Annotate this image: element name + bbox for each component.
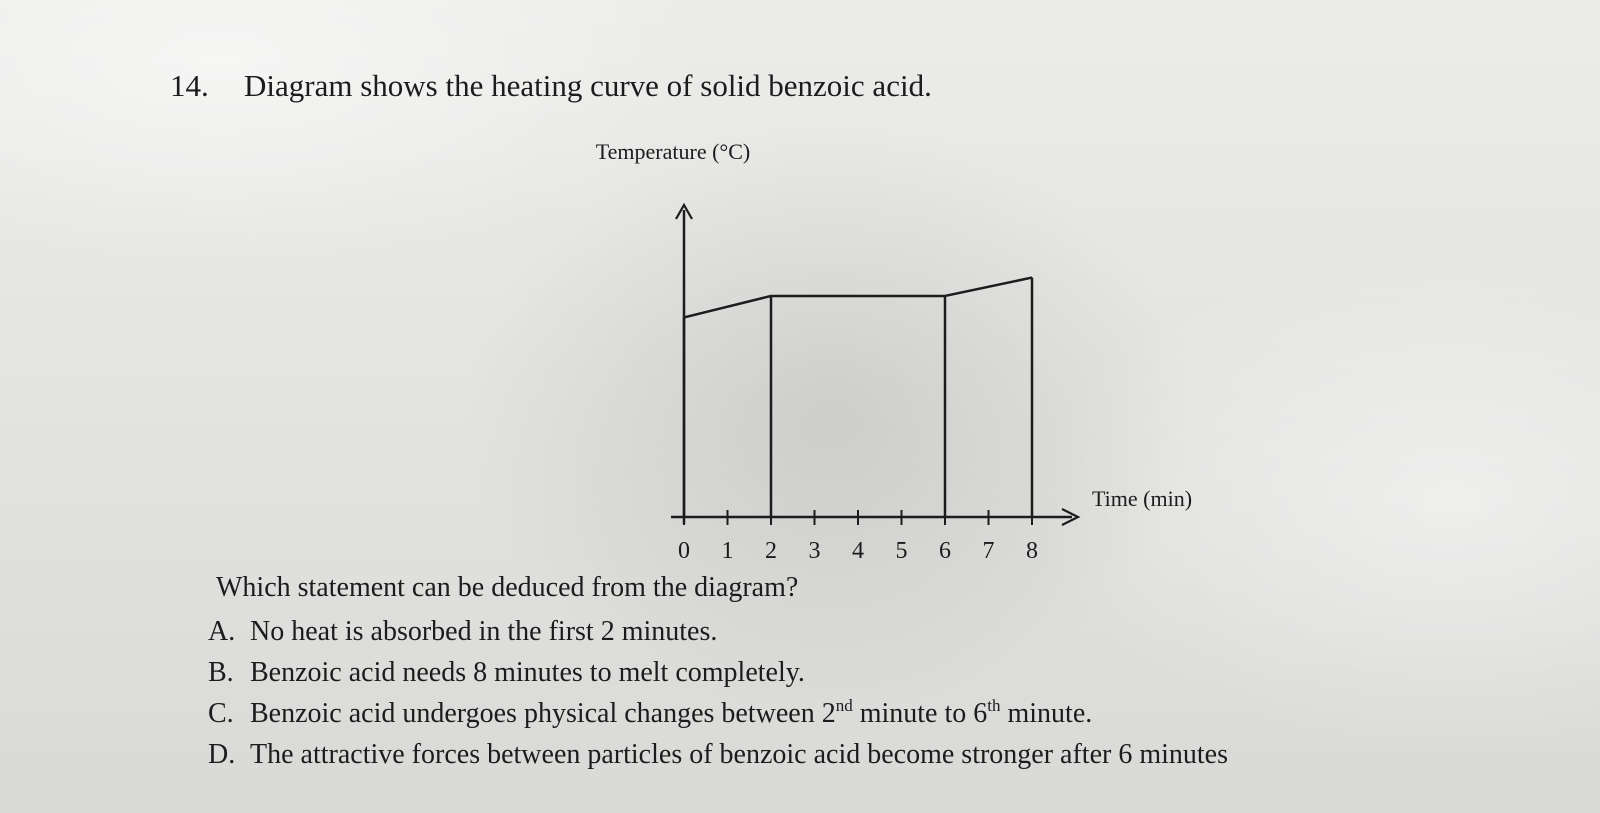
x-axis-label: Time (min) xyxy=(1092,486,1192,511)
superscript-th: th xyxy=(987,696,1001,715)
option-text-part: minute. xyxy=(1000,698,1093,729)
x-tick-label: 0 xyxy=(678,538,690,564)
question-text: Diagram shows the heating curve of solid… xyxy=(244,68,932,103)
vertical-markers xyxy=(682,277,1034,517)
option-b[interactable]: B. Benzoic acid needs 8 minutes to melt c… xyxy=(208,652,1228,693)
heating-curve-line xyxy=(683,276,1033,319)
option-text-part: minute to 6 xyxy=(852,698,988,729)
y-axis-label: Temperature (°C) xyxy=(596,139,750,164)
x-tick-label: 2 xyxy=(765,538,777,564)
x-tick-labels: 0 1 2 3 4 5 6 7 8 xyxy=(678,538,1038,564)
option-a[interactable]: A. No heat is absorbed in the first 2 min… xyxy=(208,611,1228,652)
x-tick-label: 7 xyxy=(983,538,995,564)
option-letter: B. xyxy=(208,657,234,688)
x-tick-label: 1 xyxy=(722,538,734,564)
x-tick-label: 3 xyxy=(809,538,821,564)
question-number: 14. xyxy=(170,68,209,103)
option-letter: D. xyxy=(208,739,236,770)
answer-options: A. No heat is absorbed in the first 2 min… xyxy=(208,611,1228,775)
x-tick-label: 8 xyxy=(1026,538,1038,564)
option-d[interactable]: D. The attractive forces between particle… xyxy=(208,734,1228,775)
x-tick-label: 4 xyxy=(852,538,864,564)
option-text-part: Benzoic acid undergoes physical changes … xyxy=(250,698,836,729)
option-letter: C. xyxy=(208,698,234,729)
option-text: Benzoic acid needs 8 minutes to melt com… xyxy=(250,657,805,688)
y-axis-arrowhead xyxy=(675,202,693,220)
question-header: 14. Diagram shows the heating curve of so… xyxy=(170,68,932,104)
question-prompt: Which statement can be deduced from the … xyxy=(216,572,799,603)
x-tick-label: 6 xyxy=(939,538,951,564)
option-text: No heat is absorbed in the first 2 minut… xyxy=(250,616,718,647)
x-axis-arrowhead xyxy=(1061,508,1081,526)
x-ticks xyxy=(683,510,1033,525)
option-c[interactable]: C. Benzoic acid undergoes physical change… xyxy=(208,693,1228,734)
option-text: The attractive forces between particles … xyxy=(250,739,1228,770)
superscript-nd: nd xyxy=(835,696,853,715)
option-letter: A. xyxy=(208,616,236,647)
x-tick-label: 5 xyxy=(896,538,908,564)
